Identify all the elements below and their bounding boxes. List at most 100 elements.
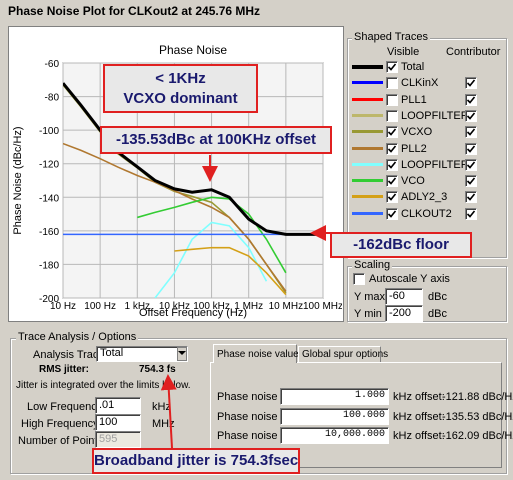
x-tick-label: 100 MHz [303, 301, 342, 312]
series-line [174, 246, 287, 296]
check-mark [466, 193, 476, 202]
checkbox[interactable] [465, 207, 477, 220]
dropdown-arrow [178, 351, 186, 355]
legend-swatch [352, 113, 383, 117]
offset-unit: kHz offset: [393, 391, 445, 403]
legend-label[interactable]: LOOPFILTER2 [401, 158, 475, 171]
row-label: Phase noise at [217, 410, 290, 423]
annotation-line: VCXO dominant [123, 90, 238, 107]
check-mark [387, 210, 397, 218]
chart-frame: Phase Noise Offset Frequency (Hz) Phase No… [8, 26, 344, 322]
x-tick-label: 1 MHz [234, 301, 263, 312]
y-tick-label: -180 [39, 260, 59, 271]
y-tick-label: -140 [39, 193, 59, 204]
check-mark [466, 79, 476, 87]
legend-label[interactable]: PLL1 [401, 93, 427, 106]
checkbox[interactable] [465, 175, 477, 188]
tab-panel [210, 362, 502, 468]
label: Number of Points: [18, 435, 107, 447]
check-mark [466, 128, 476, 136]
legend-swatch [352, 211, 383, 215]
legend-label[interactable]: CLKOUT2 [401, 207, 452, 220]
tab[interactable]: Global spur options [298, 346, 388, 362]
legend-label[interactable]: VCO [401, 175, 425, 188]
phase-noise-result: -121.88 dBc/Hz [442, 391, 513, 403]
offset-input[interactable]: 100.000 [280, 407, 389, 425]
legend-label[interactable]: PLL2 [401, 142, 427, 155]
checkbox[interactable] [386, 109, 398, 122]
label: High Frequency: [21, 418, 102, 430]
y-axis-label: Phase Noise (dBc/Hz) [12, 126, 24, 234]
check-mark [466, 144, 476, 153]
check-mark [466, 161, 476, 169]
tab[interactable]: Phase noise values [213, 344, 304, 363]
y-tick-label: -120 [39, 160, 59, 171]
annotation-line: < 1KHz [155, 70, 206, 87]
analysis-trace-select[interactable]: Total [96, 346, 188, 362]
checkbox[interactable] [465, 93, 477, 106]
offset-input[interactable]: 10,000.000 [280, 427, 389, 444]
label: Analysis Trace: [33, 349, 108, 361]
annotation: -162dBc floor [330, 232, 472, 258]
dropdown-button[interactable] [177, 347, 187, 361]
check-mark [387, 128, 397, 136]
check-mark [387, 63, 397, 71]
chart-title: Phase Noise [159, 43, 227, 57]
offset-unit: kHz offset: [393, 410, 445, 423]
row-label: Phase noise at [217, 430, 290, 442]
low-frequency-input[interactable]: .01 [95, 397, 141, 414]
x-tick-label: 10 kHz [159, 301, 190, 312]
checkbox[interactable] [465, 191, 477, 204]
dropdown-arrow [178, 351, 186, 355]
offset-input[interactable]: 1.000 [280, 388, 389, 405]
legend-swatch [352, 97, 383, 101]
legend-swatch [352, 146, 383, 150]
phase-noise-result: -135.53 dBc/Hz [442, 410, 513, 423]
checkbox[interactable] [465, 126, 477, 139]
unit: kHz [152, 401, 171, 413]
checkbox[interactable] [353, 273, 365, 285]
legend-label[interactable]: Total [401, 61, 425, 73]
checkbox[interactable] [386, 158, 398, 171]
checkbox[interactable] [386, 207, 398, 220]
offset-unit: kHz offset: [393, 430, 445, 442]
legend-label[interactable]: CLKinX [401, 77, 439, 90]
annotation: Broadband jitter is 754.3fsec [92, 448, 300, 474]
y-min-input[interactable]: -200 [385, 305, 423, 322]
label: RMS jitter: [39, 364, 89, 375]
y-max-input[interactable]: -60 [385, 288, 423, 305]
x-tick-label: 1 kHz [125, 301, 151, 312]
checkbox[interactable] [465, 158, 477, 171]
label: Y max [354, 291, 385, 303]
y-tick-label: -200 [39, 294, 59, 305]
checkbox[interactable] [465, 109, 477, 122]
checkbox[interactable] [465, 142, 477, 155]
checkbox[interactable] [386, 142, 398, 155]
legend-label[interactable]: ADLY2_3 [401, 191, 448, 204]
series-line [137, 196, 287, 274]
high-frequency-input[interactable]: 100 [95, 414, 141, 431]
check-mark [466, 161, 476, 169]
legend-swatch [352, 162, 383, 166]
check-mark [387, 128, 397, 136]
scaling-group [347, 266, 507, 322]
rms-jitter-value: 754.3 fs [139, 364, 176, 375]
column-header: Contributor [446, 46, 501, 58]
checkbox[interactable] [386, 191, 398, 204]
checkbox[interactable] [465, 77, 477, 90]
checkbox[interactable] [386, 93, 398, 106]
phase-noise-result: -162.09 dBc/Hz [442, 430, 513, 442]
checkbox-label[interactable]: Autoscale Y axis [369, 273, 450, 285]
checkbox[interactable] [386, 61, 398, 73]
check-mark [466, 210, 476, 218]
points-input: 595 [95, 431, 141, 448]
checkbox[interactable] [386, 77, 398, 90]
checkbox[interactable] [386, 175, 398, 188]
check-mark [466, 177, 476, 185]
check-mark [387, 177, 397, 185]
checkbox[interactable] [386, 126, 398, 139]
legend-label[interactable]: VCXO [401, 126, 433, 139]
check-mark [387, 193, 397, 202]
legend-label[interactable]: LOOPFILTER1 [401, 109, 475, 122]
